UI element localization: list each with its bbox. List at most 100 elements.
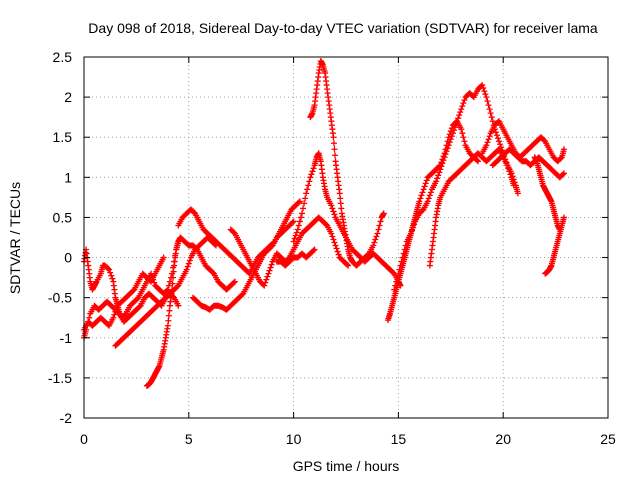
data-point	[108, 272, 115, 279]
data-point	[456, 112, 463, 119]
data-point	[455, 115, 462, 122]
data-point	[560, 146, 567, 153]
data-point	[423, 177, 430, 184]
data-point	[106, 266, 113, 273]
data-point	[296, 198, 303, 205]
y-axis-label: SDTVAR / TECUs	[7, 182, 23, 294]
data-point	[333, 245, 340, 252]
data-point	[335, 251, 342, 258]
y-tick-label: -1	[60, 330, 73, 346]
data-point	[416, 198, 423, 205]
data-point	[330, 140, 337, 147]
data-point	[393, 278, 400, 285]
data-point	[559, 171, 566, 178]
data-point	[485, 102, 492, 109]
data-point	[435, 172, 442, 179]
x-tick-label: 5	[185, 431, 193, 447]
data-point	[329, 205, 336, 212]
data-point	[231, 278, 238, 285]
data-point	[488, 114, 495, 121]
data-point	[377, 218, 384, 225]
data-point	[395, 270, 402, 277]
data-point	[345, 262, 352, 269]
data-point	[409, 227, 416, 234]
data-point	[411, 221, 418, 228]
data-point	[372, 236, 379, 243]
data-point	[436, 169, 443, 176]
data-point	[184, 263, 191, 270]
data-point	[460, 100, 467, 107]
grid-lines	[84, 57, 608, 418]
data-point	[370, 242, 377, 249]
data-point	[230, 229, 237, 236]
data-point	[330, 208, 337, 215]
series-arc-5	[143, 234, 238, 389]
data-point	[151, 279, 158, 286]
data-point	[446, 139, 453, 146]
series-arc-9	[273, 246, 318, 269]
data-point	[483, 94, 490, 101]
data-point	[295, 222, 302, 229]
data-point	[328, 202, 335, 209]
data-point	[164, 322, 171, 329]
data-point	[136, 303, 143, 310]
data-point	[484, 139, 491, 146]
data-point	[169, 286, 176, 293]
data-point	[332, 242, 339, 249]
x-tick-label: 0	[80, 431, 88, 447]
data-point	[509, 173, 516, 180]
data-point	[110, 314, 117, 321]
data-point	[418, 192, 425, 199]
data-point	[483, 142, 490, 149]
data-point	[541, 137, 548, 144]
data-point	[266, 267, 273, 274]
data-point	[336, 190, 343, 197]
data-point	[262, 279, 269, 286]
data-point	[169, 280, 176, 287]
data-point	[454, 118, 461, 125]
data-point	[268, 243, 275, 250]
data-point	[331, 146, 338, 153]
data-point	[459, 103, 466, 110]
series-arc-4	[112, 234, 220, 349]
data-point	[374, 230, 381, 237]
data-point	[496, 138, 503, 145]
y-tick-label: 0.5	[53, 209, 73, 225]
data-point	[298, 210, 305, 217]
y-tick-label: -0.5	[48, 290, 72, 306]
data-point	[394, 274, 401, 281]
data-point	[425, 195, 432, 202]
data-point	[448, 133, 455, 140]
data-point	[557, 155, 564, 162]
data-point	[402, 242, 409, 249]
data-point	[163, 287, 170, 294]
data-point	[109, 275, 116, 282]
data-point	[373, 233, 380, 240]
data-point	[457, 109, 464, 116]
data-point	[309, 168, 316, 175]
data-point	[193, 245, 200, 252]
data-point	[191, 209, 198, 216]
data-point	[305, 182, 312, 189]
data-point	[474, 157, 480, 164]
data-point	[449, 130, 456, 137]
data-point	[186, 257, 193, 264]
data-point	[337, 195, 344, 202]
data-point	[84, 322, 91, 329]
data-point	[329, 233, 336, 240]
data-point	[296, 218, 303, 225]
data-point	[438, 163, 445, 170]
data-point	[328, 230, 335, 237]
data-point	[391, 286, 398, 293]
data-point	[487, 110, 494, 117]
data-point	[301, 200, 308, 207]
data-point	[458, 106, 465, 113]
data-point	[307, 174, 314, 181]
data-point	[302, 195, 309, 202]
data-point	[485, 136, 492, 143]
data-point	[175, 302, 182, 309]
data-point	[390, 269, 397, 276]
data-point	[441, 154, 448, 161]
series-arc-14	[426, 146, 521, 269]
data-point	[338, 205, 345, 212]
